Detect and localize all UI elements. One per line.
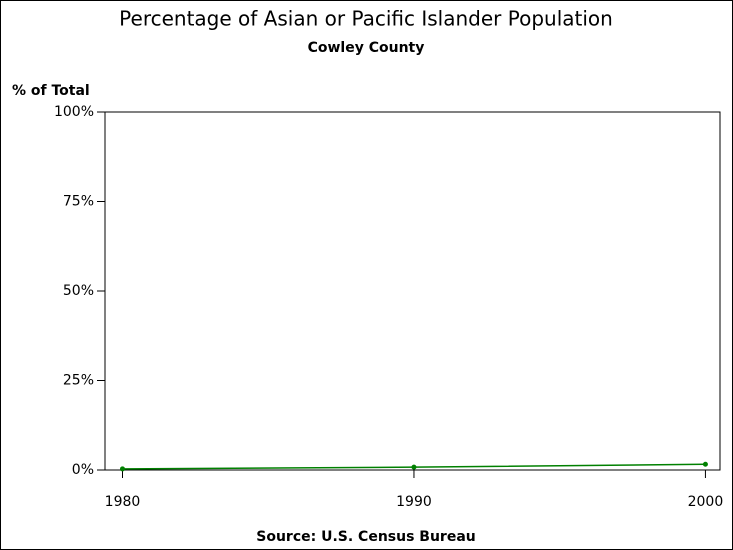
y-tick-label: 25% [63, 373, 94, 389]
y-tick-label: 75% [63, 194, 94, 210]
y-tick-label: 0% [72, 462, 94, 478]
chart-subtitle: Cowley County [308, 40, 425, 56]
source-note: Source: U.S. Census Bureau [256, 529, 476, 545]
y-tick-label: 100% [54, 104, 94, 120]
y-tick-label: 50% [63, 283, 94, 299]
y-axis-label: % of Total [12, 83, 90, 99]
x-tick-label: 1990 [396, 494, 432, 510]
data-point [702, 461, 708, 467]
chart-title: Percentage of Asian or Pacific Islander … [119, 7, 613, 31]
data-point [119, 466, 125, 472]
x-tick-label: 2000 [688, 494, 724, 510]
data-point [411, 464, 417, 470]
x-tick-label: 1980 [105, 494, 141, 510]
